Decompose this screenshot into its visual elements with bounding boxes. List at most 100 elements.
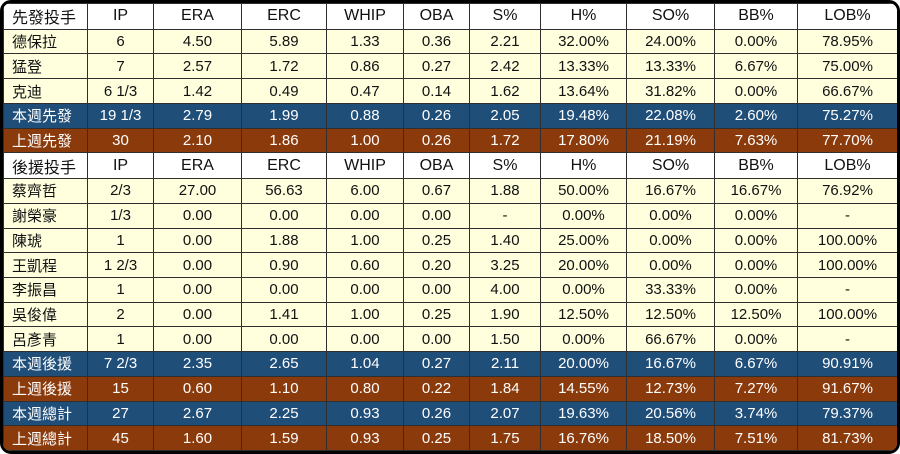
cell-erc: 0.00 [241, 326, 327, 353]
pitcher-name: 王凱程 [3, 252, 88, 278]
cell-oba: 0.27 [403, 53, 470, 80]
cell-oba: 0.25 [403, 425, 470, 451]
cell-s_pct: 2.42 [469, 53, 541, 80]
cell-whip: 1.00 [326, 301, 404, 328]
cell-ip: 27 [87, 400, 154, 427]
cell-bb_pct: 0.00% [714, 326, 798, 353]
weekly-summary-row: 本週先發 19 1/3 2.79 1.99 0.88 0.26 2.05 19.48% 22.0… [3, 102, 897, 129]
cell-era: 2.67 [153, 400, 242, 427]
cell-oba: 0.26 [403, 400, 470, 427]
cell-bb_pct: 16.67% [714, 178, 798, 204]
cell-erc: 0.90 [241, 252, 327, 278]
player-row: 陳琥 1 0.00 1.88 1.00 0.25 1.40 25.00% 0.00% 0.00% 1… [3, 227, 897, 254]
player-row: 猛登 7 2.57 1.72 0.86 0.27 2.42 13.33% 13.33% 6.67%… [3, 53, 897, 80]
cell-h_pct: 0.00% [540, 276, 627, 303]
cell-so_pct: 18.50% [626, 425, 715, 451]
cell-ip: 1 2/3 [87, 252, 154, 278]
cell-whip: 1.00 [326, 127, 404, 154]
cell-erc: 1.10 [241, 375, 327, 402]
cell-era: 2.35 [153, 351, 242, 377]
cell-whip: 1.04 [326, 351, 404, 377]
cell-s_pct: 3.25 [469, 252, 541, 278]
cell-s_pct: 2.11 [469, 351, 541, 377]
cell-so_pct: 24.00% [626, 28, 715, 55]
cell-h_pct: 20.00% [540, 351, 627, 377]
column-header-era: ERA [153, 152, 242, 180]
cell-s_pct: 1.50 [469, 326, 541, 353]
column-header-ip: IP [87, 3, 154, 30]
cell-lob_pct: 100.00% [797, 227, 897, 254]
column-header-erc: ERC [241, 152, 327, 180]
cell-lob_pct: 78.95% [797, 28, 897, 55]
cell-bb_pct: 12.50% [714, 301, 798, 328]
weekly-summary-row: 本週總計 27 2.67 2.25 0.93 0.26 2.07 19.63% 20.56% 3.… [3, 400, 897, 427]
lastweek-summary-row: 上週先發 30 2.10 1.86 1.00 0.26 1.72 17.80% 21.19% 7.… [3, 127, 897, 154]
pitcher-name: 謝榮豪 [3, 202, 88, 229]
column-header-bb_pct: BB% [714, 3, 798, 30]
column-header-so_pct: SO% [626, 152, 715, 180]
player-row: 德保拉 6 4.50 5.89 1.33 0.36 2.21 32.00% 24.00% 0.00… [3, 28, 897, 55]
cell-ip: 19 1/3 [87, 102, 154, 129]
cell-bb_pct: 0.00% [714, 227, 798, 254]
cell-era: 0.00 [153, 227, 242, 254]
pitcher-name: 蔡齊哲 [3, 178, 88, 204]
cell-h_pct: 0.00% [540, 326, 627, 353]
column-header-era: ERA [153, 3, 242, 30]
cell-ip: 1 [87, 227, 154, 254]
cell-lob_pct: 90.91% [797, 351, 897, 377]
cell-h_pct: 13.33% [540, 53, 627, 80]
cell-era: 0.00 [153, 202, 242, 229]
cell-whip: 0.60 [326, 252, 404, 278]
cell-bb_pct: 0.00% [714, 28, 798, 55]
cell-lob_pct: - [797, 326, 897, 353]
cell-erc: 2.65 [241, 351, 327, 377]
section-header-row: 後援投手 IP ERA ERC WHIP OBA S% H% SO% BB% LOB% [3, 152, 897, 180]
cell-erc: 1.99 [241, 102, 327, 129]
cell-h_pct: 14.55% [540, 375, 627, 402]
cell-s_pct: 1.88 [469, 178, 541, 204]
weekly-summary-row: 本週後援 7 2/3 2.35 2.65 1.04 0.27 2.11 20.00% 16.67… [3, 351, 897, 377]
column-header-ip: IP [87, 152, 154, 180]
cell-bb_pct: 0.00% [714, 202, 798, 229]
cell-so_pct: 16.67% [626, 178, 715, 204]
cell-s_pct: 1.84 [469, 375, 541, 402]
column-header-lob_pct: LOB% [797, 3, 897, 30]
player-row: 謝榮豪 1/3 0.00 0.00 0.00 0.00-0.00% 0.00% 0.00% - [3, 202, 897, 229]
cell-erc: 0.00 [241, 202, 327, 229]
cell-bb_pct: 6.67% [714, 53, 798, 80]
cell-bb_pct: 0.00% [714, 78, 798, 104]
cell-s_pct: 4.00 [469, 276, 541, 303]
player-row: 蔡齊哲 2/3 27.00 56.63 6.00 0.67 1.88 50.00% 16.67%… [3, 178, 897, 204]
cell-s_pct: 1.40 [469, 227, 541, 254]
cell-whip: 6.00 [326, 178, 404, 204]
column-header-h_pct: H% [540, 152, 627, 180]
cell-whip: 0.93 [326, 400, 404, 427]
cell-whip: 0.00 [326, 326, 404, 353]
cell-bb_pct: 0.00% [714, 276, 798, 303]
cell-whip: 0.93 [326, 425, 404, 451]
cell-erc: 1.86 [241, 127, 327, 154]
cell-ip: 30 [87, 127, 154, 154]
column-header-whip: WHIP [326, 152, 404, 180]
cell-bb_pct: 7.63% [714, 127, 798, 154]
pitcher-name: 克迪 [3, 78, 88, 104]
cell-era: 1.60 [153, 425, 242, 451]
column-header-erc: ERC [241, 3, 327, 30]
cell-oba: 0.00 [403, 326, 470, 353]
cell-ip: 6 1/3 [87, 78, 154, 104]
pitching-stats-table: 先發投手 IP ERA ERC WHIP OBA S% H% SO% BB% LOB% 德保拉 6 4.5… [3, 3, 897, 451]
lastweek-summary-row: 上週總計 45 1.60 1.59 0.93 0.25 1.75 16.76% 18.50% 7.… [3, 425, 897, 451]
cell-bb_pct: 7.51% [714, 425, 798, 451]
cell-whip: 0.00 [326, 202, 404, 229]
cell-whip: 0.86 [326, 53, 404, 80]
cell-s_pct: 2.05 [469, 102, 541, 129]
cell-lob_pct: 75.27% [797, 102, 897, 129]
cell-so_pct: 66.67% [626, 326, 715, 353]
column-header-pitcher: 先發投手 [3, 3, 88, 30]
cell-whip: 0.00 [326, 276, 404, 303]
cell-ip: 2/3 [87, 178, 154, 204]
cell-era: 2.57 [153, 53, 242, 80]
player-row: 王凱程 1 2/3 0.00 0.90 0.60 0.20 3.25 20.00% 0.00% 0… [3, 252, 897, 278]
column-header-bb_pct: BB% [714, 152, 798, 180]
